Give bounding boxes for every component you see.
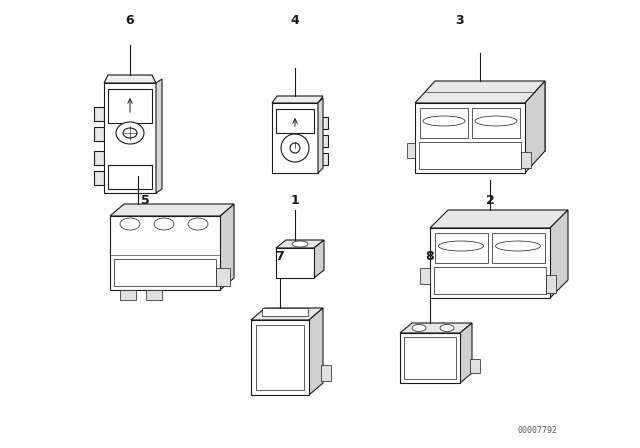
Ellipse shape: [116, 122, 144, 144]
Polygon shape: [276, 240, 324, 248]
Polygon shape: [156, 79, 162, 193]
Bar: [430, 228, 550, 298]
Polygon shape: [251, 308, 323, 320]
Bar: [108, 89, 152, 123]
Polygon shape: [460, 323, 472, 383]
Polygon shape: [435, 81, 545, 151]
Polygon shape: [104, 75, 156, 83]
Bar: [262, 308, 308, 316]
Bar: [318, 117, 328, 129]
Bar: [472, 108, 520, 138]
Polygon shape: [400, 323, 472, 333]
Text: 3: 3: [456, 13, 464, 26]
Polygon shape: [272, 96, 323, 103]
Bar: [435, 233, 488, 263]
Text: 6: 6: [125, 13, 134, 26]
Bar: [521, 152, 531, 168]
Bar: [415, 103, 525, 173]
Ellipse shape: [188, 218, 208, 230]
Polygon shape: [525, 81, 545, 173]
Ellipse shape: [423, 116, 465, 126]
Bar: [108, 165, 152, 189]
Bar: [94, 127, 104, 141]
Polygon shape: [407, 143, 415, 158]
Text: 00007792: 00007792: [518, 426, 557, 435]
Bar: [146, 290, 162, 300]
Ellipse shape: [475, 116, 517, 126]
Text: 7: 7: [276, 250, 284, 263]
Bar: [419, 142, 521, 169]
Polygon shape: [430, 210, 568, 228]
Polygon shape: [220, 204, 234, 290]
Bar: [272, 103, 318, 173]
Ellipse shape: [495, 241, 541, 251]
Bar: [546, 275, 556, 293]
Ellipse shape: [120, 218, 140, 230]
Polygon shape: [550, 210, 568, 298]
Bar: [276, 109, 314, 133]
Ellipse shape: [123, 128, 137, 138]
Bar: [318, 153, 328, 165]
Ellipse shape: [292, 241, 308, 247]
Bar: [404, 337, 456, 379]
Bar: [256, 325, 304, 390]
Bar: [276, 248, 314, 278]
Polygon shape: [309, 308, 323, 395]
Text: 2: 2: [486, 194, 494, 207]
Bar: [492, 233, 545, 263]
Bar: [470, 359, 480, 373]
Bar: [104, 83, 156, 193]
Ellipse shape: [440, 324, 454, 332]
Bar: [94, 107, 104, 121]
Bar: [216, 268, 230, 286]
Bar: [110, 216, 220, 290]
Ellipse shape: [412, 324, 426, 332]
Polygon shape: [110, 204, 234, 216]
Bar: [251, 320, 309, 395]
Bar: [114, 259, 216, 286]
Circle shape: [281, 134, 309, 162]
Bar: [321, 365, 331, 381]
Polygon shape: [415, 81, 545, 103]
Text: 5: 5: [141, 194, 149, 207]
Circle shape: [290, 143, 300, 153]
Bar: [94, 171, 104, 185]
Bar: [94, 151, 104, 165]
Bar: [420, 108, 468, 138]
Ellipse shape: [154, 218, 174, 230]
Ellipse shape: [438, 241, 483, 251]
Text: 8: 8: [426, 250, 435, 263]
Text: 4: 4: [291, 13, 300, 26]
Bar: [120, 290, 136, 300]
Bar: [318, 135, 328, 147]
Polygon shape: [318, 98, 323, 173]
Bar: [400, 333, 460, 383]
Text: 1: 1: [291, 194, 300, 207]
Bar: [434, 267, 546, 294]
Polygon shape: [314, 240, 324, 278]
Polygon shape: [420, 268, 430, 284]
